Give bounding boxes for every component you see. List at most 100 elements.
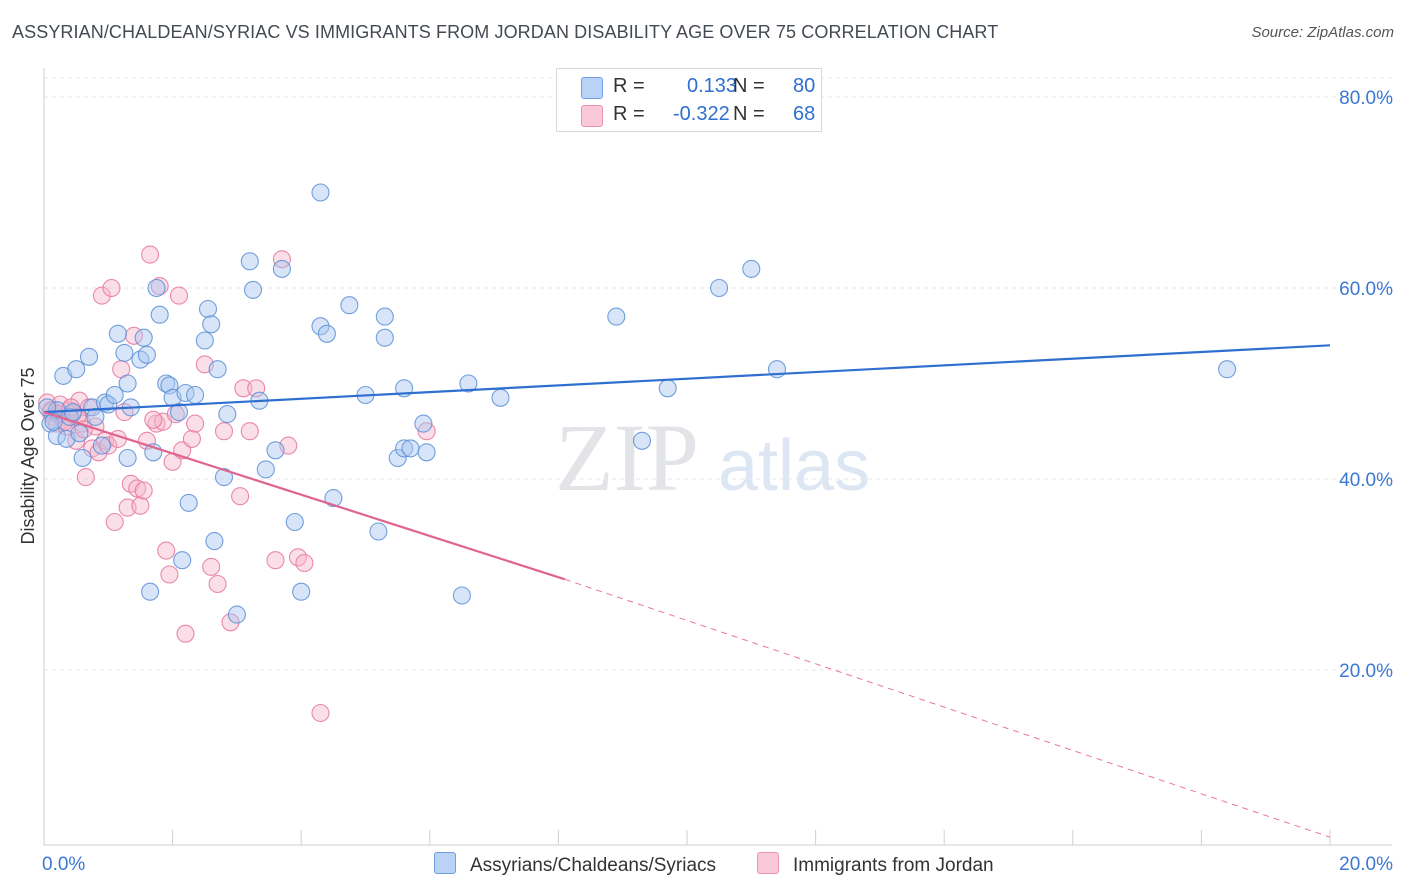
point-assyrians — [208, 360, 227, 379]
x-tick-label: 20.0% — [1339, 854, 1393, 875]
point-assyrians — [607, 307, 626, 326]
point-assyrians — [632, 431, 652, 450]
point-assyrians — [452, 586, 471, 605]
legend-r-label: R = — [613, 103, 645, 125]
point-assyrians — [317, 324, 336, 343]
point-jordan — [102, 278, 121, 298]
point-jordan — [150, 277, 169, 296]
point-jordan — [128, 479, 147, 498]
point-assyrians — [73, 448, 92, 468]
trend-line-jordan — [43, 411, 566, 581]
point-assyrians — [491, 388, 510, 407]
point-assyrians — [92, 436, 111, 455]
legend-n-label: N = — [733, 103, 765, 125]
point-assyrians — [272, 259, 291, 278]
bottom-legend-label-series1: Assyrians/Chaldeans/Syriacs — [470, 855, 717, 876]
trend-lines — [43, 344, 1331, 838]
bottom-legend-series2: Immigrants from Jordan — [757, 852, 994, 877]
point-jordan — [99, 436, 118, 455]
point-jordan — [234, 379, 253, 398]
point-jordan — [76, 468, 95, 487]
point-assyrians — [401, 439, 420, 458]
chart-title: ASSYRIAN/CHALDEAN/SYRIAC VS IMMIGRANTS F… — [12, 22, 999, 42]
point-assyrians — [173, 551, 192, 570]
point-jordan — [131, 496, 150, 515]
point-assyrians — [395, 439, 414, 458]
correlation-legend: R = 0.133 N = 80 R = -0.322 N = 68 — [556, 68, 822, 132]
point-assyrians — [742, 259, 761, 278]
point-assyrians — [459, 374, 478, 393]
bottom-legend-series1: Assyrians/Chaldeans/Syriacs — [434, 852, 716, 877]
point-assyrians — [285, 512, 304, 532]
point-assyrians — [256, 460, 275, 479]
point-assyrians — [227, 605, 246, 624]
point-jordan — [160, 565, 179, 584]
trend-line-assyrians — [43, 344, 1331, 414]
x-tick-label: 0.0% — [42, 854, 85, 875]
point-assyrians — [205, 532, 224, 551]
point-jordan — [134, 481, 153, 500]
point-assyrians — [186, 385, 205, 405]
point-jordan — [272, 250, 291, 269]
point-assyrians — [240, 252, 259, 271]
legend-n-value-series2: 68 — [793, 103, 816, 125]
point-assyrians — [311, 183, 330, 202]
point-jordan — [295, 553, 314, 573]
point-jordan — [186, 414, 205, 433]
point-jordan — [202, 557, 221, 576]
point-assyrians — [198, 299, 218, 319]
point-assyrians — [375, 307, 394, 326]
point-assyrians — [118, 448, 137, 468]
point-assyrians — [388, 448, 407, 468]
point-jordan — [240, 422, 259, 441]
y-tick-label: 60.0% — [1339, 279, 1393, 300]
point-assyrians — [1218, 360, 1237, 379]
point-assyrians — [147, 278, 166, 298]
point-assyrians — [179, 493, 198, 512]
legend-r-value-series1: 0.133 — [687, 75, 738, 97]
point-jordan — [266, 551, 285, 570]
point-assyrians — [292, 582, 311, 601]
point-jordan — [214, 422, 234, 441]
legend-swatch-blue — [581, 77, 603, 99]
point-jordan — [231, 487, 250, 506]
tick-labels: 20.0% 40.0% 60.0% 80.0% 0.0% 20.0% — [42, 88, 1393, 875]
point-assyrians — [137, 345, 156, 364]
y-tick-label: 40.0% — [1339, 470, 1393, 491]
bottom-legend-swatch-blue — [434, 852, 456, 874]
point-jordan — [141, 245, 160, 264]
point-assyrians — [118, 374, 137, 393]
legend-r-value-series2: -0.322 — [673, 103, 730, 125]
point-assyrians — [243, 280, 263, 299]
point-assyrians — [202, 315, 221, 334]
point-assyrians — [169, 403, 189, 422]
point-assyrians — [369, 522, 388, 541]
point-assyrians — [63, 403, 82, 422]
point-assyrians — [214, 468, 234, 487]
legend-n-value-series1: 80 — [793, 75, 816, 97]
point-jordan — [208, 574, 227, 594]
point-assyrians — [311, 317, 330, 336]
point-assyrians — [115, 343, 134, 362]
point-assyrians — [375, 328, 394, 347]
legend-swatch-pink — [581, 105, 603, 127]
point-assyrians — [141, 582, 160, 601]
point-assyrians — [218, 405, 237, 424]
point-assyrians — [710, 278, 729, 298]
point-assyrians — [324, 489, 343, 508]
grid-lines — [44, 77, 1392, 671]
y-axis-label: Disability Age Over 75 — [18, 367, 38, 544]
point-assyrians — [105, 385, 124, 405]
y-tick-label: 80.0% — [1339, 88, 1393, 109]
point-assyrians — [340, 296, 359, 315]
point-jordan — [169, 286, 189, 305]
point-assyrians — [134, 328, 153, 347]
watermark-atlas: atlas — [718, 426, 870, 506]
legend-r-label: R = — [613, 75, 645, 97]
y-tick-label: 20.0% — [1339, 661, 1393, 682]
data-points — [38, 183, 1237, 723]
point-jordan — [105, 512, 124, 532]
legend-n-label: N = — [733, 75, 765, 97]
watermark-zip: ZIP — [555, 404, 699, 511]
